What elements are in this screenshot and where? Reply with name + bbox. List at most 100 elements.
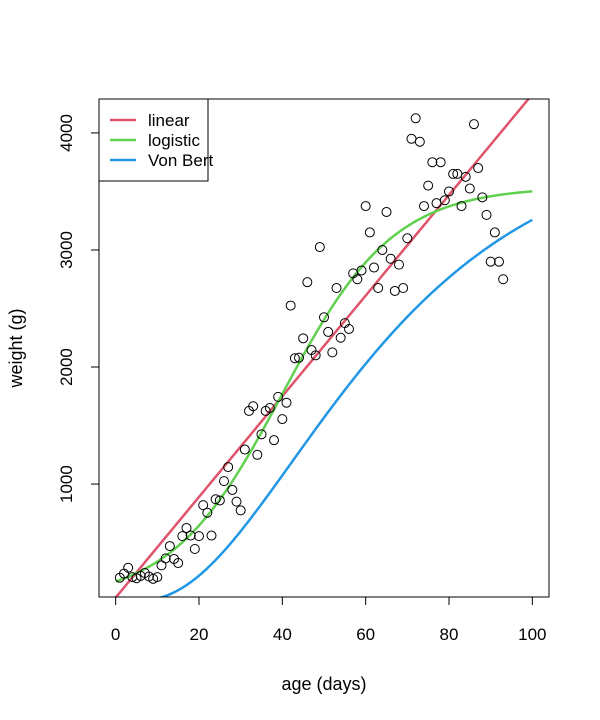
data-point (498, 274, 509, 285)
legend-label-logistic: logistic (148, 131, 200, 150)
data-point (177, 531, 188, 542)
data-point (256, 429, 267, 440)
data-point (460, 171, 471, 182)
data-point (489, 227, 500, 238)
y-axis: 1000 2000 3000 4000 (57, 114, 100, 503)
data-point (448, 168, 459, 179)
data-point (360, 201, 371, 212)
data-point (335, 332, 346, 343)
data-point (344, 323, 354, 334)
data-point (231, 496, 242, 507)
data-point (473, 163, 484, 174)
data-point (419, 201, 429, 212)
data-point (356, 265, 367, 276)
data-point (398, 283, 409, 294)
data-point (427, 157, 438, 168)
data-point (223, 462, 234, 473)
x-axis: 0 20 40 60 80 100 (111, 596, 547, 644)
data-point (406, 133, 417, 144)
data-point (364, 227, 375, 238)
data-point (381, 206, 392, 217)
data-point (289, 353, 300, 364)
legend: linear logistic Von Bert (98, 98, 213, 182)
data-point (414, 136, 425, 147)
data-point (423, 180, 434, 191)
data-point (410, 113, 421, 124)
data-point (394, 259, 404, 270)
data-point (248, 401, 259, 412)
data-point (435, 157, 446, 168)
data-point (464, 183, 475, 194)
data-point (235, 505, 246, 516)
data-point (277, 414, 288, 425)
data-point (273, 391, 284, 402)
data-point (431, 198, 442, 209)
data-point (206, 530, 217, 541)
data-point (194, 531, 204, 542)
x-axis-label: age (days) (281, 674, 366, 694)
data-point (327, 347, 338, 358)
data-point (481, 209, 492, 220)
data-point (252, 449, 263, 460)
x-tick-label: 80 (440, 625, 459, 644)
data-point (444, 186, 454, 197)
y-tick-label: 2000 (57, 348, 76, 386)
x-tick-label: 20 (190, 625, 209, 644)
data-point (127, 572, 138, 583)
data-point (469, 119, 479, 130)
y-tick-label: 3000 (57, 231, 76, 269)
data-point (210, 494, 221, 505)
data-point (202, 507, 213, 518)
data-point (298, 333, 309, 344)
data-point (373, 283, 384, 294)
data-point (239, 444, 250, 455)
data-point (173, 558, 184, 569)
x-tick-label: 60 (356, 625, 375, 644)
fit-line-von-bert (158, 218, 533, 597)
data-point (123, 562, 134, 573)
x-tick-label: 0 (111, 625, 120, 644)
data-point (219, 476, 229, 487)
data-point (269, 435, 279, 446)
y-axis-label: weight (g) (6, 308, 26, 388)
legend-label-linear: linear (148, 111, 190, 130)
data-point (477, 192, 488, 203)
data-point (389, 285, 400, 296)
fit-line-linear (114, 99, 531, 597)
data-point (264, 402, 275, 413)
legend-label-von-bert: Von Bert (148, 151, 213, 170)
data-point (185, 530, 196, 541)
data-point (439, 195, 450, 206)
data-point (352, 274, 363, 285)
data-point (456, 201, 467, 212)
y-tick-label: 1000 (57, 465, 76, 503)
data-point (227, 484, 238, 495)
data-point (214, 495, 225, 506)
data-point (319, 312, 329, 323)
data-point (294, 352, 304, 363)
data-point (198, 500, 209, 511)
data-point (285, 300, 296, 311)
data-point (310, 350, 321, 361)
data-point (152, 572, 163, 583)
data-point (314, 242, 325, 253)
data-point (302, 277, 313, 288)
data-point (164, 541, 175, 552)
x-tick-label: 100 (518, 625, 546, 644)
data-point (377, 244, 388, 255)
data-point (181, 522, 192, 533)
data-point (160, 553, 171, 564)
data-point (331, 283, 342, 294)
data-point (385, 253, 396, 264)
data-point (369, 262, 379, 273)
data-point (402, 233, 413, 244)
data-point (189, 544, 200, 555)
data-point (281, 397, 292, 408)
data-point (323, 326, 334, 337)
x-tick-label: 40 (273, 625, 292, 644)
data-point (494, 256, 504, 267)
data-points (114, 113, 509, 584)
y-tick-label: 4000 (57, 114, 76, 152)
data-point (485, 256, 496, 267)
